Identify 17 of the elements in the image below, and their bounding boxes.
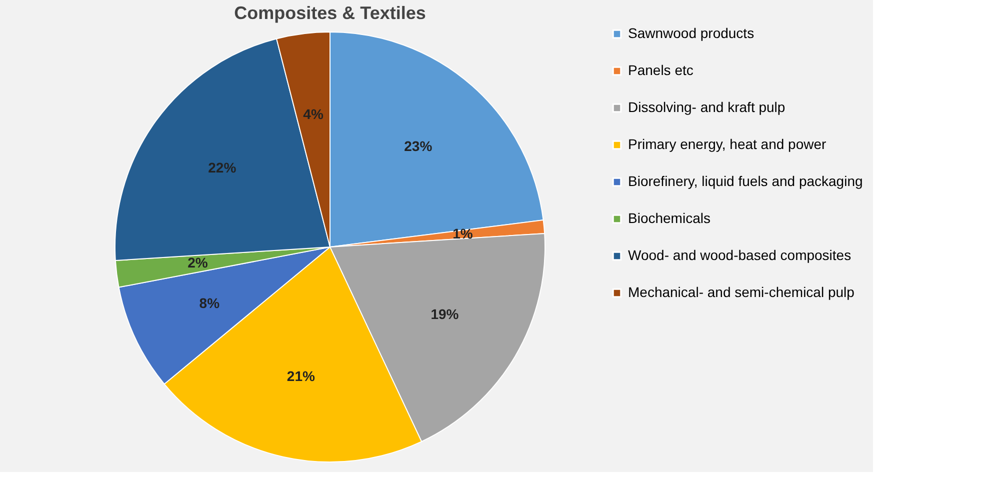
data-label: 23%	[404, 138, 433, 154]
data-label: 4%	[303, 106, 324, 122]
data-label: 8%	[199, 294, 220, 311]
legend-label: Sawnwood products	[628, 25, 754, 41]
data-label: 19%	[430, 306, 460, 322]
data-label: 22%	[208, 160, 237, 176]
legend-label: Wood- and wood-based composites	[628, 247, 852, 263]
legend-label: Primary energy, heat and power	[628, 136, 827, 152]
legend-label: Biorefinery, liquid fuels and packaging	[628, 173, 863, 189]
data-label: 1%	[452, 225, 474, 242]
data-label: 21%	[286, 368, 316, 384]
legend-label: Biochemicals	[628, 210, 710, 226]
chart-title: Composites & Textiles	[234, 3, 426, 23]
legend-label: Dissolving- and kraft pulp	[628, 99, 786, 115]
legend-label: Mechanical- and semi-chemical pulp	[628, 284, 855, 300]
data-label: 2%	[188, 254, 208, 271]
legend-label: Panels etc	[628, 62, 694, 78]
